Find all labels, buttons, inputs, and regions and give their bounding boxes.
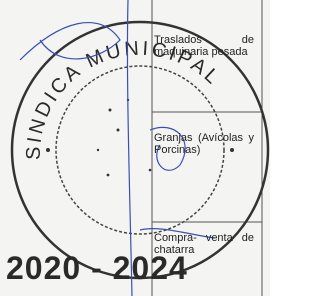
stamp-years: 2020 - 2024 [6,250,268,287]
table-cell: Traslados de maquinaria pesada [154,34,254,58]
table-cell: Granjas (Avícolas y Porcinas) [154,132,254,156]
document-page: SINDICA MUNICIPAL Traslados de maquinari… [0,0,270,296]
